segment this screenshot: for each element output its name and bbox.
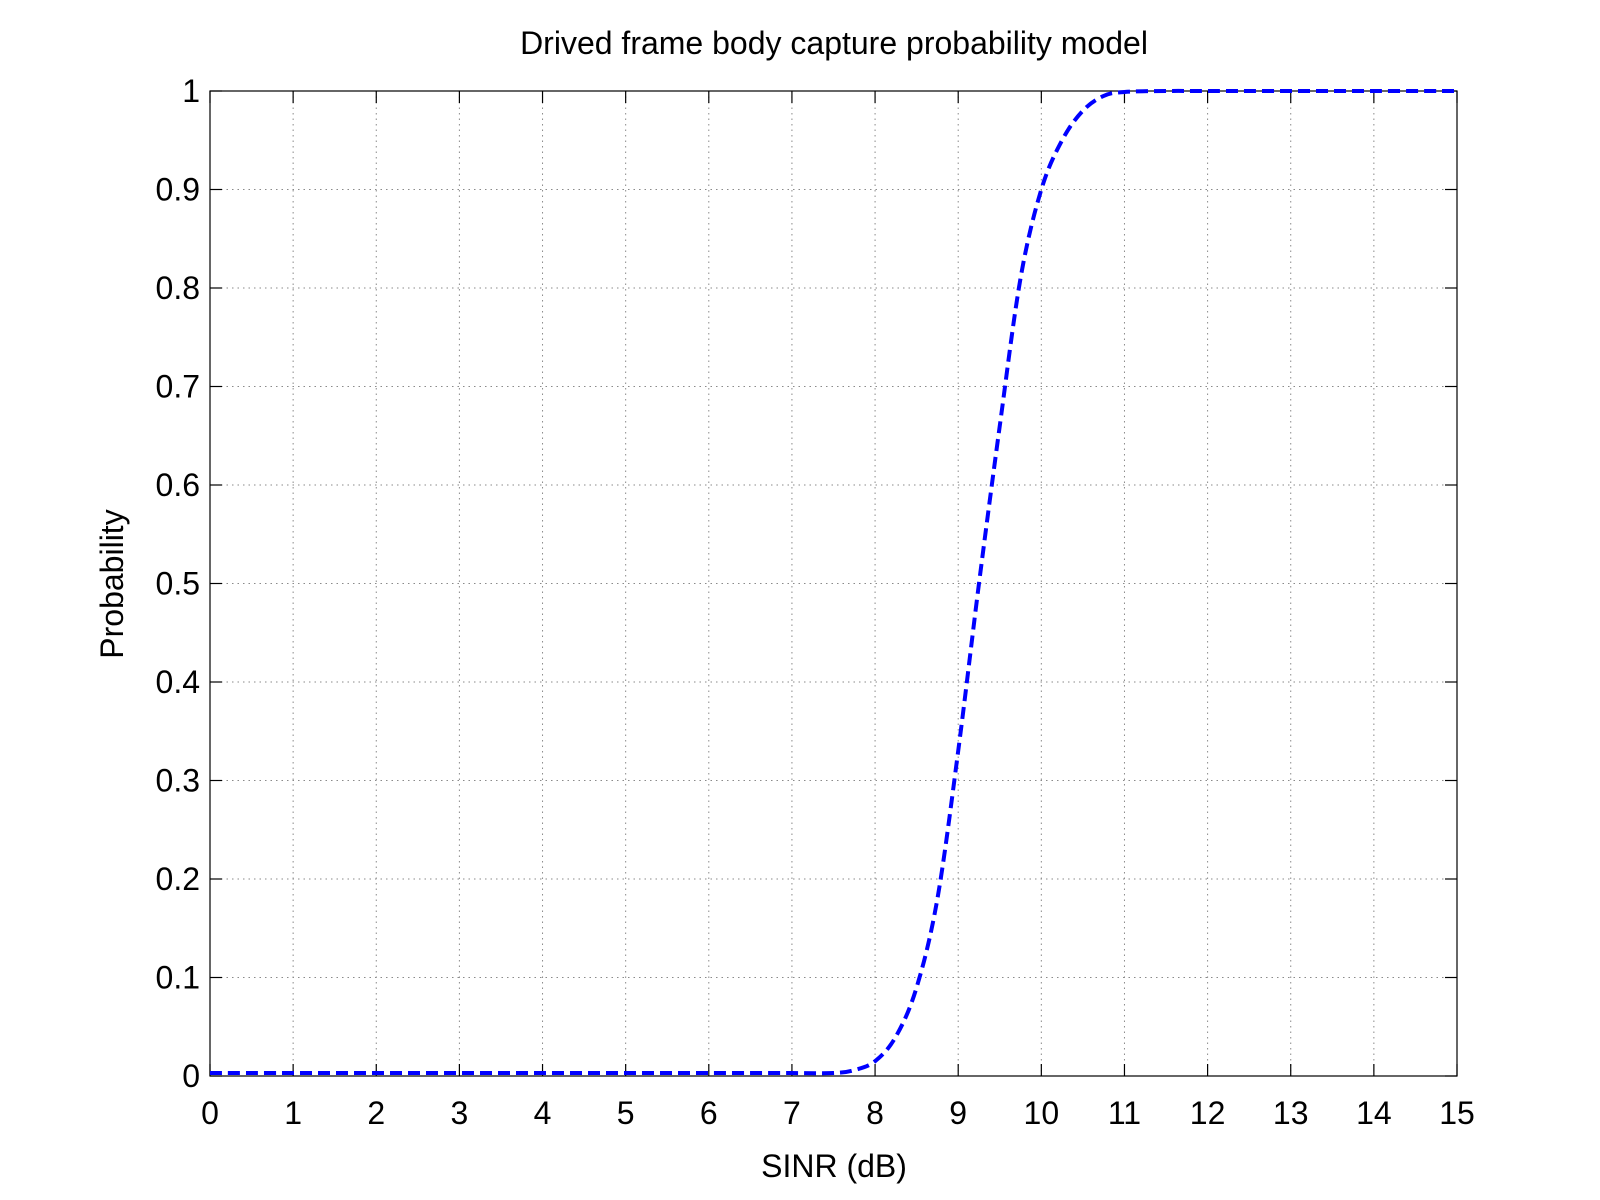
series-line <box>210 88 1458 1076</box>
y-tick-label: 0.3 <box>156 763 200 799</box>
x-tick-label: 6 <box>700 1095 718 1131</box>
y-tick-label: 0 <box>182 1058 200 1094</box>
x-axis-title: SINR (dB) <box>761 1148 907 1184</box>
x-tick-label: 8 <box>866 1095 884 1131</box>
x-tick-label: 12 <box>1190 1095 1226 1131</box>
y-tick-label: 0.1 <box>156 960 200 996</box>
x-tick-label: 5 <box>617 1095 635 1131</box>
y-tick-label: 0.6 <box>156 467 200 503</box>
x-tick-label: 10 <box>1024 1095 1060 1131</box>
x-tick-label: 7 <box>783 1095 801 1131</box>
x-tick-label: 14 <box>1356 1095 1392 1131</box>
y-tick-label: 0.8 <box>156 270 200 306</box>
x-tick-label: 3 <box>451 1095 469 1131</box>
y-tick-label: 1 <box>182 73 200 109</box>
y-tick-labels: 0 0.1 0.2 0.3 0.4 0.5 0.6 0.7 0.8 0.9 1 <box>156 73 200 1094</box>
series-layer <box>210 88 1458 1076</box>
y-tick-label: 0.2 <box>156 861 200 897</box>
y-tick-label: 0.7 <box>156 369 200 405</box>
y-tick-label: 0.9 <box>156 172 200 208</box>
y-tick-label: 0.4 <box>156 664 200 700</box>
x-tick-label: 2 <box>367 1095 385 1131</box>
x-tick-label: 9 <box>949 1095 967 1131</box>
x-tick-label: 11 <box>1108 1095 1141 1131</box>
x-tick-labels: 0 1 2 3 4 5 6 7 8 9 10 11 12 13 14 15 <box>201 1095 1475 1131</box>
x-tick-label: 1 <box>284 1095 302 1131</box>
x-tick-label: 4 <box>534 1095 552 1131</box>
y-tick-label: 0.5 <box>156 566 200 602</box>
chart-title: Drived frame body capture probability mo… <box>520 25 1148 61</box>
y-axis-title: Probability <box>94 509 130 658</box>
tick-layer <box>209 90 1458 1077</box>
x-tick-label: 0 <box>201 1095 219 1131</box>
x-tick-label: 15 <box>1439 1095 1475 1131</box>
x-tick-label: 13 <box>1273 1095 1309 1131</box>
grid-layer <box>210 91 1457 1076</box>
